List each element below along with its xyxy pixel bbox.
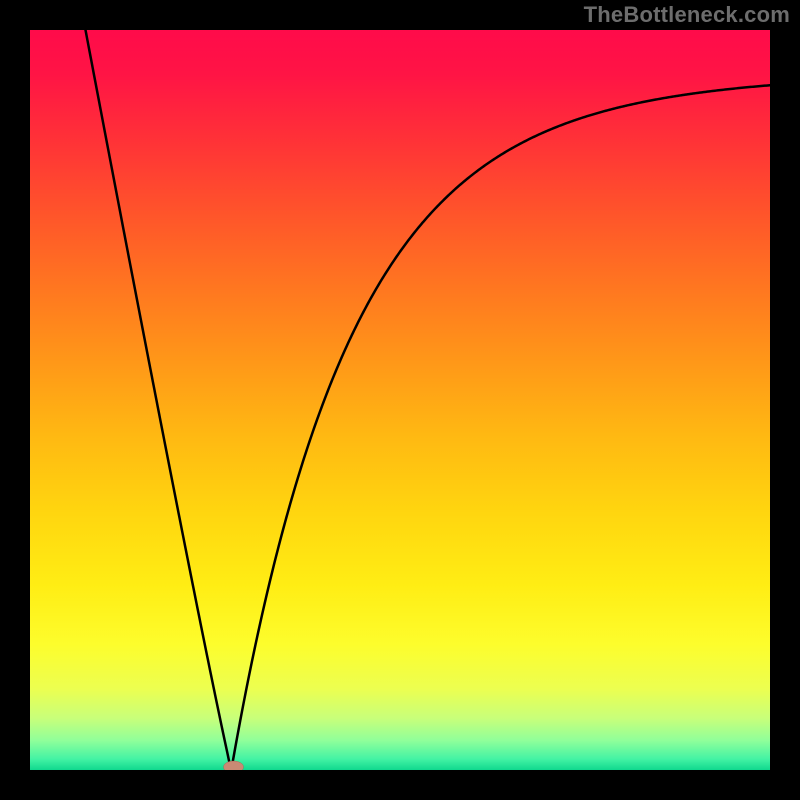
- chart-container: TheBottleneck.com: [0, 0, 800, 800]
- gradient-background: [30, 30, 770, 770]
- watermark-label: TheBottleneck.com: [584, 2, 790, 28]
- bottleneck-chart: [30, 30, 770, 770]
